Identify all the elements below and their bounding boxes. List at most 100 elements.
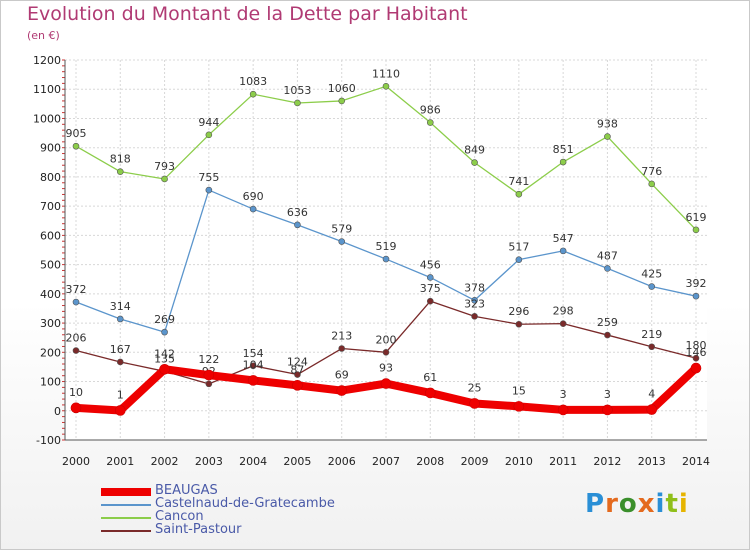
y-tick-label: 1100 <box>33 83 61 96</box>
data-point <box>338 238 346 245</box>
data-point <box>294 221 301 229</box>
data-label: 818 <box>110 153 131 166</box>
y-tick-label: 1000 <box>33 112 61 125</box>
data-point <box>604 265 611 272</box>
data-label: 944 <box>198 116 219 129</box>
data-label: 741 <box>508 175 529 188</box>
data-point <box>70 402 82 414</box>
x-tick-label: 2004 <box>239 455 267 468</box>
data-label: 690 <box>243 190 264 203</box>
y-tick-label: 0 <box>54 405 61 418</box>
data-label: 547 <box>553 232 574 245</box>
data-point <box>559 320 567 327</box>
legend-label: Saint-Pastour <box>155 522 242 537</box>
data-label: 124 <box>287 356 308 369</box>
data-point <box>515 256 523 263</box>
data-point <box>116 315 124 323</box>
data-point <box>604 331 611 339</box>
data-label: 154 <box>243 347 264 360</box>
data-label: 1 <box>117 388 124 401</box>
data-label: 4 <box>648 388 655 401</box>
data-label: 213 <box>331 330 352 343</box>
data-label: 392 <box>686 277 707 290</box>
data-label: 851 <box>553 143 574 156</box>
y-tick-label: 300 <box>40 317 61 330</box>
data-point <box>205 380 213 388</box>
data-point <box>72 298 80 306</box>
data-point <box>336 385 348 396</box>
data-label: 167 <box>110 343 131 356</box>
x-tick-label: 2001 <box>106 455 134 468</box>
x-tick-label: 2011 <box>549 455 577 468</box>
data-label: 517 <box>508 241 529 254</box>
data-point <box>159 363 170 375</box>
y-tick-label: 400 <box>40 288 61 301</box>
data-label: 122 <box>198 353 219 366</box>
data-label: 135 <box>154 352 175 365</box>
data-label: 146 <box>686 346 707 359</box>
data-label: 755 <box>198 171 219 184</box>
data-point <box>72 347 80 354</box>
data-label: 104 <box>243 358 264 371</box>
y-tick-label: 800 <box>40 171 61 184</box>
data-point <box>205 186 213 194</box>
data-label: 69 <box>335 369 349 382</box>
data-label: 61 <box>423 371 437 384</box>
data-label: 375 <box>420 282 441 295</box>
data-point <box>559 247 567 255</box>
data-label: 456 <box>420 258 441 271</box>
data-point <box>424 387 436 399</box>
data-point <box>648 283 656 290</box>
legend-swatch <box>101 530 151 532</box>
data-label: 87 <box>290 363 304 376</box>
data-point <box>692 226 700 234</box>
data-label: 15 <box>512 384 526 397</box>
x-tick-label: 2005 <box>283 455 311 468</box>
data-point <box>114 405 126 416</box>
legend-swatch <box>101 504 151 506</box>
data-label: 142 <box>154 347 175 360</box>
y-tick-label: 100 <box>40 376 61 389</box>
data-point <box>646 404 658 415</box>
data-point <box>247 375 259 386</box>
data-label: 425 <box>641 268 662 281</box>
data-point <box>692 354 700 362</box>
data-label: 10 <box>69 386 83 399</box>
proxiti-logo: Proxiti <box>585 489 689 519</box>
x-tick-label: 2002 <box>151 455 179 468</box>
x-tick-label: 2006 <box>328 455 356 468</box>
data-point <box>205 131 213 139</box>
data-point <box>116 168 124 175</box>
data-point <box>294 371 301 378</box>
x-tick-label: 2003 <box>195 455 223 468</box>
data-label: 180 <box>686 339 707 352</box>
x-tick-label: 2014 <box>682 455 710 468</box>
data-point <box>513 401 525 412</box>
legend-label: BEAUGAS <box>155 483 218 498</box>
data-label: 200 <box>376 333 397 346</box>
data-point <box>471 313 478 320</box>
data-label: 206 <box>66 332 87 345</box>
data-label: 3 <box>604 388 611 401</box>
data-label: 636 <box>287 206 308 219</box>
data-point <box>602 404 613 416</box>
x-tick-label: 2008 <box>416 455 444 468</box>
legend-swatch <box>101 488 151 496</box>
data-point <box>380 378 392 389</box>
data-label: 323 <box>464 297 485 310</box>
data-point <box>292 380 303 391</box>
data-label: 219 <box>641 328 662 341</box>
data-point <box>249 205 257 213</box>
y-tick-label: 600 <box>40 229 61 242</box>
data-label: 1060 <box>328 82 356 95</box>
data-point <box>338 345 346 352</box>
data-point <box>249 362 257 370</box>
data-point <box>557 404 569 416</box>
data-point <box>426 119 434 126</box>
legend-label: Castelnaud-de-Gratecambe <box>155 496 335 511</box>
y-tick-label: -100 <box>36 434 61 447</box>
data-label: 296 <box>508 305 529 318</box>
data-point <box>161 175 168 183</box>
data-label: 619 <box>686 211 707 224</box>
